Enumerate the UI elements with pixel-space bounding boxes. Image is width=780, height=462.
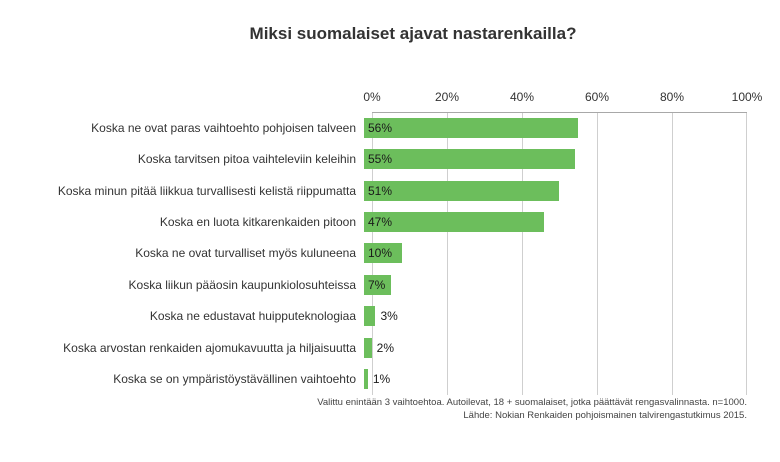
bar-value-label: 7%: [368, 277, 386, 292]
x-tick-label: 60%: [584, 90, 610, 104]
footnote: Valittu enintään 3 vaihtoehtoa. Autoilev…: [317, 396, 747, 422]
bar: [364, 180, 560, 201]
bar: [364, 274, 391, 295]
bar-row: Koska ne edustavat huipputeknologiaa 3%: [0, 301, 747, 332]
bar: [364, 212, 544, 233]
category-label: Koska liikun pääosin kaupunkiolosuhteiss…: [128, 277, 356, 292]
gridline: [522, 112, 523, 395]
bar-track: 55%: [364, 149, 747, 170]
gridline: [746, 112, 747, 395]
bar-row: Koska ne ovat turvalliset myös kuluneena…: [0, 238, 747, 269]
bar-value-label: 2%: [376, 340, 394, 355]
bar-track: 10%: [364, 243, 747, 264]
bar-value-label: 55%: [368, 152, 393, 167]
x-axis-line: [372, 112, 747, 113]
bar-row: Koska tarvitsen pitoa vaihteleviin kelei…: [0, 143, 747, 174]
bar-row: Koska arvostan renkaiden ajomukavuutta j…: [0, 332, 747, 363]
bar-row: Koska se on ympäristöystävällinen vaihto…: [0, 364, 747, 395]
bar-track: 47%: [364, 212, 747, 233]
bar-track: 2%: [364, 337, 747, 358]
bar-value-label: 56%: [368, 120, 393, 135]
bar-value-label: 47%: [368, 215, 393, 230]
chart-title: Miksi suomalaiset ajavat nastarenkailla?: [249, 24, 577, 43]
bar: [364, 149, 575, 170]
category-label: Koska ne ovat turvalliset myös kuluneena: [135, 246, 356, 261]
bar: [364, 337, 372, 358]
category-label: Koska en luota kitkarenkaiden pitoon: [159, 215, 356, 230]
x-tick-label: 20%: [434, 90, 460, 104]
bar: [364, 306, 376, 327]
bar-rows-container: Koska ne ovat paras vaihtoehto pohjoisen…: [0, 112, 747, 395]
x-axis-tick-labels: 0% 20% 40% 60% 80% 100%: [363, 90, 762, 108]
x-tick-label: 100%: [731, 90, 763, 104]
bar-track: 56%: [364, 117, 747, 138]
bar-track: 7%: [364, 274, 747, 295]
category-label: Koska ne ovat paras vaihtoehto pohjoisen…: [91, 120, 356, 135]
bar-track: 3%: [364, 306, 747, 327]
bar-row: Koska ne ovat paras vaihtoehto pohjoisen…: [0, 112, 747, 143]
bar-row: Koska en luota kitkarenkaiden pitoon 47%: [0, 206, 747, 237]
footnote-line-2: Lähde: Nokian Renkaiden pohjoismainen ta…: [463, 410, 747, 421]
bar: [364, 243, 403, 264]
x-tick-label: 80%: [659, 90, 685, 104]
x-tick-label: 40%: [509, 90, 535, 104]
category-label: Koska minun pitää liikkua turvallisesti …: [57, 183, 356, 198]
gridline: [672, 112, 673, 395]
category-label: Koska tarvitsen pitoa vaihteleviin kelei…: [137, 152, 356, 167]
category-label: Koska ne edustavat huipputeknologiaa: [149, 309, 356, 324]
bar-row: Koska liikun pääosin kaupunkiolosuhteiss…: [0, 269, 747, 300]
category-label: Koska se on ympäristöystävällinen vaihto…: [113, 372, 356, 387]
gridline: [447, 112, 448, 395]
bar-track: 1%: [364, 369, 747, 390]
bar-value-label: 3%: [380, 309, 398, 324]
category-label: Koska arvostan renkaiden ajomukavuutta j…: [63, 340, 356, 355]
bar-value-label: 10%: [368, 246, 393, 261]
x-tick-label: 0%: [363, 90, 381, 104]
bar: [364, 369, 368, 390]
bar-value-label: 51%: [368, 183, 393, 198]
bar: [364, 117, 579, 138]
gridline: [597, 112, 598, 395]
footnote-line-1: Valittu enintään 3 vaihtoehtoa. Autoilev…: [317, 397, 747, 408]
bar-track: 51%: [364, 180, 747, 201]
bar-row: Koska minun pitää liikkua turvallisesti …: [0, 175, 747, 206]
bar-value-label: 1%: [372, 372, 391, 387]
